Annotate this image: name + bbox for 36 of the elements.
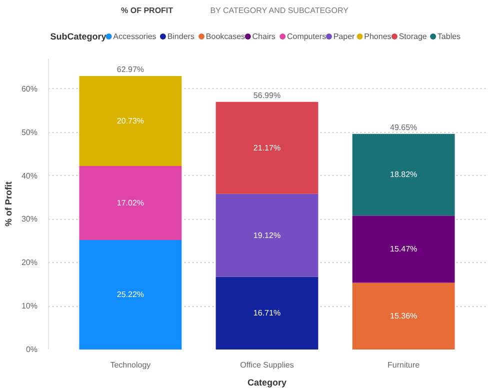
total-label: 56.99%	[253, 90, 281, 100]
legend-title: SubCategory	[50, 32, 106, 42]
y-tick-label: 60%	[21, 84, 38, 94]
chart-subtitle: BY CATEGORY AND SUBCATEGORY	[210, 6, 350, 15]
y-tick-label: 30%	[21, 214, 38, 224]
data-label: 21.17%	[253, 143, 281, 152]
y-tick-label: 40%	[21, 171, 38, 180]
legend-label: Storage	[398, 32, 428, 41]
legend-label: Tables	[437, 32, 461, 41]
x-tick-label: Furniture	[388, 360, 420, 370]
data-label: 15.36%	[390, 312, 418, 321]
data-label: 18.82%	[390, 170, 418, 180]
data-label: 15.47%	[390, 244, 418, 254]
chart-title: % OF PROFIT	[121, 6, 174, 15]
data-label: 17.02%	[116, 198, 144, 208]
data-label: 25.22%	[116, 290, 144, 300]
y-tick-label: 0%	[26, 345, 38, 354]
legend-label: Chairs	[252, 32, 276, 41]
legend-label: Accessories	[113, 32, 156, 41]
data-label: 19.12%	[253, 230, 281, 240]
total-label: 49.65%	[390, 122, 418, 132]
total-label: 62.97%	[116, 65, 144, 74]
y-tick-label: 50%	[21, 128, 38, 137]
x-axis-title: Category	[247, 378, 287, 388]
y-axis-title: % of Profit	[3, 182, 14, 226]
y-tick-label: 20%	[21, 258, 38, 268]
legend-label: Binders	[167, 32, 194, 41]
legend-label: Phones	[364, 32, 392, 41]
legend-label: Computers	[286, 32, 326, 41]
data-label: 20.73%	[116, 116, 144, 126]
y-tick-label: 10%	[21, 302, 38, 311]
data-label: 16.71%	[253, 308, 281, 318]
x-tick-label: Office Supplies	[240, 360, 294, 370]
x-tick-label: Technology	[110, 360, 151, 370]
legend-label: Bookcases	[206, 32, 246, 41]
legend-label: Paper	[333, 32, 356, 41]
